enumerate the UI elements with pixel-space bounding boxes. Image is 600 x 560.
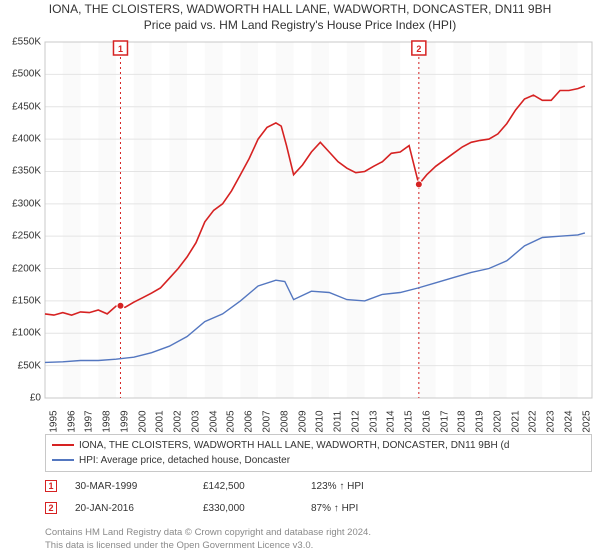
x-tick-label: 2001 — [155, 407, 166, 437]
marker-row-1: 1 30-MAR-1999 £142,500 123% ↑ HPI — [45, 480, 364, 492]
x-tick-label: 2013 — [368, 407, 379, 437]
chart-container: IONA, THE CLOISTERS, WADWORTH HALL LANE,… — [0, 0, 600, 560]
x-tick-label: 2012 — [350, 407, 361, 437]
y-tick-label: £0 — [0, 393, 41, 404]
x-tick-label: 2007 — [261, 407, 272, 437]
x-tick-label: 2003 — [190, 407, 201, 437]
x-tick-label: 2002 — [173, 407, 184, 437]
x-tick-label: 2011 — [333, 407, 344, 437]
x-tick-label: 2021 — [510, 407, 521, 437]
svg-text:2: 2 — [416, 44, 421, 54]
x-tick-label: 2024 — [563, 407, 574, 437]
x-tick-label: 2014 — [386, 407, 397, 437]
y-tick-label: £50K — [0, 360, 41, 371]
x-tick-label: 2004 — [208, 407, 219, 437]
legend: IONA, THE CLOISTERS, WADWORTH HALL LANE,… — [45, 434, 592, 472]
x-tick-label: 1997 — [84, 407, 95, 437]
svg-text:1: 1 — [118, 44, 123, 54]
marker-date: 30-MAR-1999 — [75, 481, 185, 492]
x-tick-label: 1999 — [119, 407, 130, 437]
marker-delta: 87% ↑ HPI — [311, 503, 358, 514]
x-tick-label: 1995 — [48, 407, 59, 437]
x-tick-label: 2019 — [475, 407, 486, 437]
y-tick-label: £450K — [0, 101, 41, 112]
legend-swatch — [52, 459, 74, 461]
y-tick-label: £400K — [0, 134, 41, 145]
x-tick-label: 2015 — [404, 407, 415, 437]
marker-row-2: 2 20-JAN-2016 £330,000 87% ↑ HPI — [45, 502, 358, 514]
y-tick-label: £100K — [0, 328, 41, 339]
x-tick-label: 2010 — [315, 407, 326, 437]
x-tick-label: 2000 — [137, 407, 148, 437]
y-tick-label: £150K — [0, 295, 41, 306]
marker-price: £142,500 — [203, 481, 293, 492]
legend-label: HPI: Average price, detached house, Donc… — [79, 455, 290, 466]
legend-swatch — [52, 444, 74, 446]
marker-badge: 1 — [45, 480, 57, 492]
legend-item: HPI: Average price, detached house, Donc… — [52, 453, 585, 468]
x-tick-label: 2018 — [457, 407, 468, 437]
x-tick-label: 2025 — [581, 407, 592, 437]
x-tick-label: 1996 — [66, 407, 77, 437]
y-tick-label: £250K — [0, 231, 41, 242]
footer-line1: Contains HM Land Registry data © Crown c… — [45, 527, 371, 538]
marker-date: 20-JAN-2016 — [75, 503, 185, 514]
marker-price: £330,000 — [203, 503, 293, 514]
x-tick-label: 2020 — [492, 407, 503, 437]
marker-badge: 2 — [45, 502, 57, 514]
y-tick-label: £300K — [0, 198, 41, 209]
legend-label: IONA, THE CLOISTERS, WADWORTH HALL LANE,… — [79, 440, 509, 451]
y-tick-label: £500K — [0, 69, 41, 80]
x-tick-label: 2009 — [297, 407, 308, 437]
marker-delta: 123% ↑ HPI — [311, 481, 364, 492]
x-tick-label: 2006 — [244, 407, 255, 437]
y-tick-label: £350K — [0, 166, 41, 177]
x-tick-label: 2016 — [421, 407, 432, 437]
x-tick-label: 2008 — [279, 407, 290, 437]
plot-area: 12 — [0, 0, 600, 426]
legend-item: IONA, THE CLOISTERS, WADWORTH HALL LANE,… — [52, 438, 585, 453]
x-tick-label: 2022 — [528, 407, 539, 437]
x-tick-label: 1998 — [102, 407, 113, 437]
y-tick-label: £200K — [0, 263, 41, 274]
y-tick-label: £550K — [0, 37, 41, 48]
footer-attribution: Contains HM Land Registry data © Crown c… — [45, 526, 371, 553]
footer-line2: This data is licensed under the Open Gov… — [45, 540, 313, 551]
x-tick-label: 2005 — [226, 407, 237, 437]
x-tick-label: 2017 — [439, 407, 450, 437]
x-tick-label: 2023 — [546, 407, 557, 437]
